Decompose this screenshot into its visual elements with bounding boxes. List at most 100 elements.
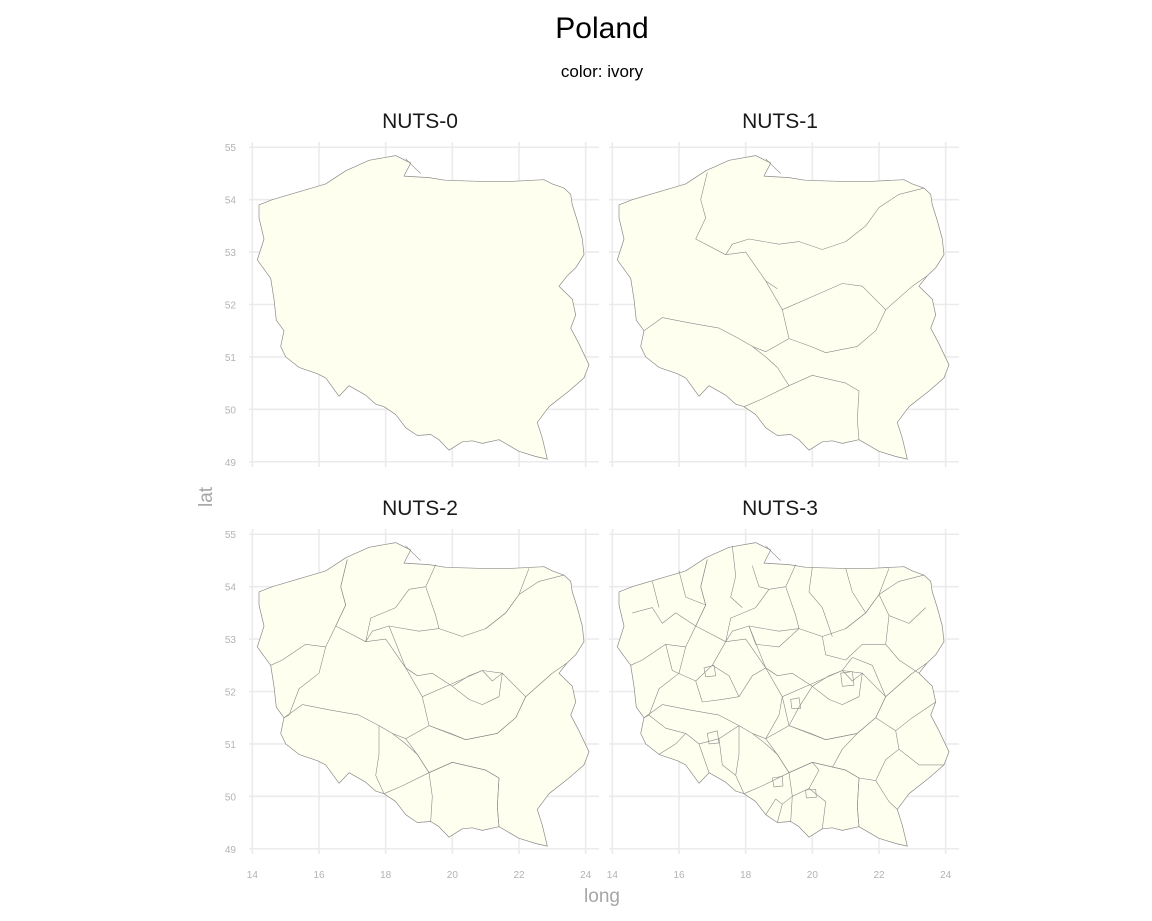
region-boundary (845, 568, 890, 629)
x-tick-label: 24 (940, 870, 952, 881)
region-boundary (735, 725, 745, 794)
x-tick-label: 22 (513, 870, 525, 881)
city-region-boundary (703, 665, 716, 678)
figure-title: Poland (555, 12, 648, 45)
region-boundary (875, 780, 898, 810)
region-boundary (632, 607, 696, 627)
region-boundary (785, 586, 800, 629)
x-tick-label: 20 (807, 870, 819, 881)
x-tick-label: 20 (447, 870, 459, 881)
region-boundary (712, 665, 740, 697)
facet-label: NUTS-2 (382, 497, 458, 520)
region-boundary (782, 283, 886, 310)
x-tick-label: 14 (247, 870, 259, 881)
region-boundary (743, 346, 790, 407)
lagoon-line (405, 158, 421, 174)
region-boundary (765, 275, 928, 353)
y-tick-label: 52 (225, 301, 237, 312)
x-tick-label: 24 (580, 870, 592, 881)
y-tick-label: 49 (225, 845, 237, 856)
region-boundary (822, 636, 886, 661)
region-boundary (283, 646, 326, 718)
region-boundary (643, 646, 686, 718)
region-boundary (698, 743, 710, 773)
region-boundary (325, 559, 348, 648)
region-boundary (792, 788, 826, 829)
region-boundary (788, 375, 860, 440)
facet-panel-nuts-1: NUTS-1 (609, 110, 959, 467)
region-boundary (485, 568, 530, 629)
region-boundary (788, 725, 858, 740)
region-boundary (765, 798, 783, 815)
facet-panel-nuts-2: NUTS-2 49 50 51 52 53 54 55 14 16 18 20 22 24 (225, 497, 599, 881)
x-tick-label: 22 (873, 870, 885, 881)
region-boundary (365, 564, 436, 642)
region-boundary (270, 644, 326, 666)
y-tick-label: 54 (225, 583, 237, 594)
region-boundary (895, 730, 900, 750)
y-tick-label: 52 (225, 688, 237, 699)
y-tick-label: 55 (225, 143, 237, 154)
region-boundary (857, 777, 860, 827)
region-boundary (748, 625, 813, 687)
x-tick-label: 16 (313, 870, 325, 881)
region-boundary (652, 581, 660, 608)
city-region-boundary (840, 671, 855, 687)
region-boundary (885, 615, 920, 674)
region-boundary (808, 567, 833, 637)
city-region-boundary (772, 776, 784, 788)
y-tick-label: 55 (225, 530, 237, 541)
region-boundary (748, 625, 800, 648)
region-boundary (765, 696, 783, 739)
y-tick-label: 54 (225, 196, 237, 207)
region-boundary (365, 574, 565, 642)
region-boundary (752, 338, 790, 352)
facet-label: NUTS-0 (382, 110, 458, 133)
city-region-boundary (790, 697, 801, 709)
lagoon-line (765, 545, 781, 561)
region-boundary (630, 644, 686, 666)
region-boundary (730, 545, 743, 608)
x-tick-label: 16 (673, 870, 685, 881)
region-boundary (878, 594, 926, 624)
region-boundary (695, 667, 766, 703)
region-boundary (497, 672, 553, 734)
y-tick-label: 49 (225, 458, 237, 469)
region-boundary (812, 670, 863, 705)
city-region-boundary (805, 789, 817, 799)
poland-region (256, 155, 590, 460)
region-boundary (425, 586, 440, 629)
y-tick-label: 51 (225, 353, 237, 364)
lagoon-line (765, 158, 781, 174)
y-axis-title: lat (196, 486, 217, 507)
facet-panel-nuts-0: NUTS-0 49 50 51 52 53 54 55 (225, 110, 599, 469)
figure-subtitle: color: ivory (561, 62, 644, 81)
region-boundary (658, 733, 686, 755)
x-axis-title: long (584, 886, 620, 907)
facet-label: NUTS-1 (742, 110, 818, 133)
region-boundary (497, 777, 500, 827)
region-boundary (788, 686, 813, 726)
facet-panels: NUTS-0 49 50 51 52 53 54 55 NUTS-1 NUTS-2 49 50 51 52… (225, 110, 959, 881)
y-tick-label: 50 (225, 405, 237, 416)
poland-region (616, 155, 950, 460)
region-boundary (648, 714, 740, 745)
poland-region (256, 542, 590, 847)
region-boundary (643, 704, 753, 734)
poland-region (616, 542, 950, 847)
region-boundary (842, 657, 886, 697)
region-boundary (428, 725, 498, 740)
region-boundary (283, 704, 393, 734)
region-boundary (388, 625, 453, 687)
region-boundary (678, 570, 706, 606)
region-boundary (375, 725, 385, 794)
y-tick-label: 51 (225, 740, 237, 751)
region-boundary (858, 748, 944, 781)
x-tick-label: 18 (380, 870, 392, 881)
region-boundary (832, 733, 858, 768)
lagoon-line (405, 545, 421, 561)
region-boundary (752, 565, 770, 590)
region-boundary (788, 762, 860, 779)
region-boundary (857, 672, 913, 734)
